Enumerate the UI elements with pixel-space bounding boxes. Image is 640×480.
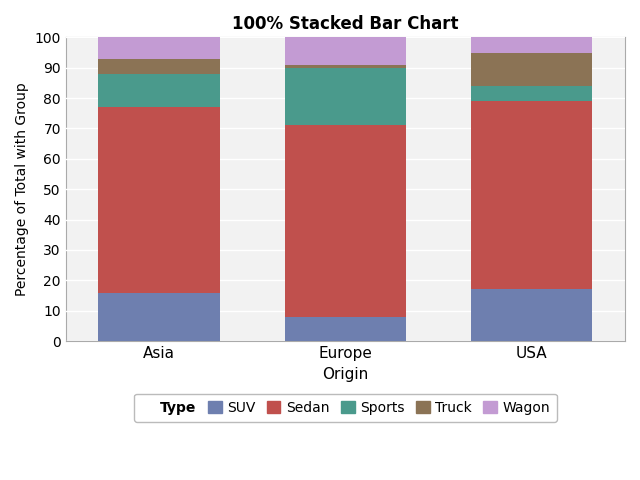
Title: 100% Stacked Bar Chart: 100% Stacked Bar Chart bbox=[232, 15, 459, 33]
Bar bbox=[471, 289, 593, 341]
Legend: Type, SUV, Sedan, Sports, Truck, Wagon: Type, SUV, Sedan, Sports, Truck, Wagon bbox=[134, 394, 557, 421]
Bar bbox=[99, 74, 220, 107]
Bar bbox=[99, 107, 220, 292]
Bar bbox=[99, 292, 220, 341]
Bar bbox=[285, 65, 406, 68]
Bar bbox=[285, 317, 406, 341]
Bar bbox=[471, 86, 593, 101]
Bar bbox=[471, 37, 593, 52]
Bar bbox=[99, 59, 220, 74]
Bar bbox=[285, 37, 406, 65]
X-axis label: Origin: Origin bbox=[323, 367, 369, 382]
Bar bbox=[285, 68, 406, 125]
Bar bbox=[99, 37, 220, 59]
Y-axis label: Percentage of Total with Group: Percentage of Total with Group bbox=[15, 83, 29, 296]
Bar bbox=[285, 125, 406, 317]
Bar bbox=[471, 101, 593, 289]
Bar bbox=[471, 52, 593, 86]
